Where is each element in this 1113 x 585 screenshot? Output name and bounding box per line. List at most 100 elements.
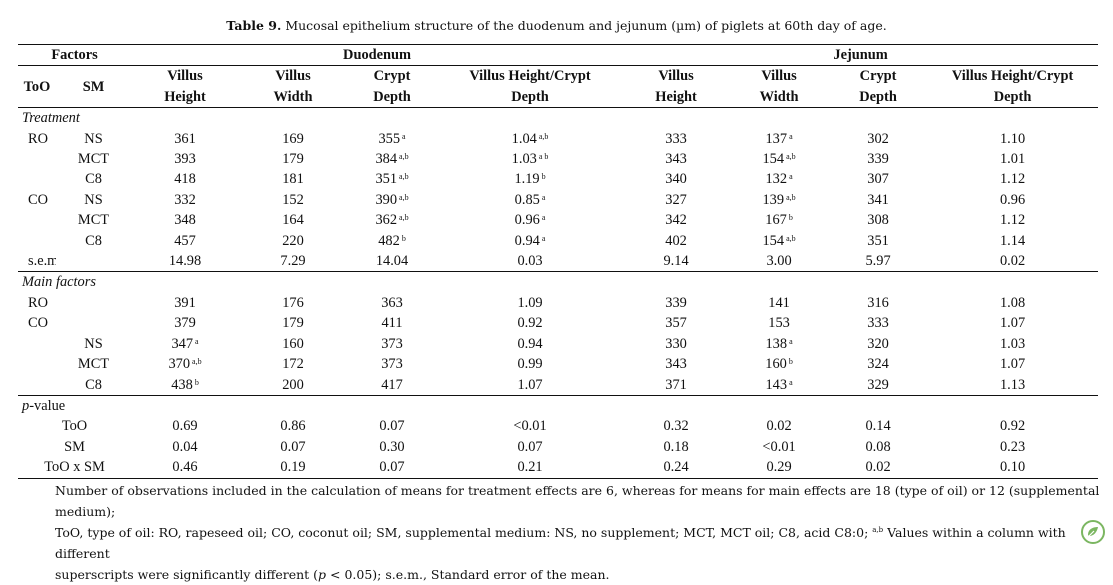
value-cell: 0.96 a (514, 212, 546, 229)
value-cell: 0.14 (865, 418, 891, 435)
value-cell: 0.24 (623, 457, 730, 479)
table-row: CO NS 332 152 390 a,b 0.85 a 327 139 a,b 341 0.96 (18, 190, 1098, 210)
sm-cell: C8 (85, 376, 102, 393)
value-cell: 0.07 (347, 457, 438, 479)
value-cell: 0.03 (517, 253, 543, 270)
value-cell: 1.14 (999, 232, 1026, 249)
value-cell: 371 (665, 376, 687, 393)
value-cell: 154 a,b (762, 232, 796, 249)
value-cell: 329 (867, 376, 889, 393)
col-header: Crypt (373, 68, 411, 85)
value-cell: 0.94 a (514, 232, 546, 249)
value-cell: 1.19 b (514, 171, 546, 188)
value-cell: 343 (665, 151, 687, 168)
sm-cell: MCT (77, 212, 110, 229)
note-line: ToO, type of oil: RO, rapeseed oil; CO, … (55, 525, 1066, 561)
publisher-logo-icon (1081, 520, 1105, 544)
pvalue-label-cell: SM (64, 438, 85, 455)
header-row-columns-1: ToO SM Villus Villus Crypt Villus Height… (18, 66, 1098, 94)
value-cell: 384 a,b (375, 151, 409, 168)
value-cell: 1.03 (999, 335, 1026, 352)
col-header: Width (273, 88, 313, 105)
data-table: Factors Duodenum Jejunum ToO SM Villus V… (18, 43, 1099, 479)
pvalue-label-cell: ToO x SM (18, 457, 132, 479)
value-cell: 0.23 (999, 438, 1026, 455)
value-cell: 370 a,b (168, 356, 202, 373)
sm-cell: MCT (77, 151, 110, 168)
too-cell: CO (28, 191, 48, 208)
value-cell: 0.96 (999, 191, 1026, 208)
too-cell (18, 231, 56, 251)
value-cell: 0.86 (280, 418, 306, 435)
value-cell: 1.10 (999, 130, 1026, 147)
value-cell: 0.32 (663, 418, 689, 435)
value-cell: 411 (381, 315, 403, 332)
too-cell: s.e.m (28, 253, 56, 270)
pvalue-label-cell: ToO (61, 418, 88, 435)
value-cell: 153 (768, 315, 790, 332)
value-cell: 339 (867, 151, 889, 168)
value-cell: 327 (665, 191, 687, 208)
col-header: Villus (275, 68, 311, 85)
col-header: Villus Height/Crypt (469, 68, 591, 85)
value-cell: 0.21 (437, 457, 624, 479)
value-cell: 1.12 (999, 212, 1026, 229)
sm-header: SM (82, 78, 105, 95)
table-row: s.e.m 14.98 7.29 14.04 0.03 9.14 3.00 5.97 0.02 (18, 251, 1098, 272)
value-cell: 0.99 (517, 356, 543, 373)
value-cell: 340 (665, 171, 687, 188)
too-header: ToO (23, 78, 51, 95)
table-row: C8 457 220 482 b 0.94 a 402 154 a,b 351 1.14 (18, 231, 1098, 251)
table-row: SM 0.04 0.07 0.30 0.07 0.18 <0.01 0.08 0.23 (18, 437, 1098, 457)
value-cell: <0.01 (513, 418, 547, 435)
value-cell: 482 b (378, 232, 406, 249)
too-cell (18, 334, 56, 354)
value-cell: 379 (174, 315, 196, 332)
value-cell: 138 a (765, 335, 793, 352)
table-row: CO 379 179 411 0.92 357 153 333 1.07 (18, 313, 1098, 333)
value-cell: 0.07 (379, 418, 405, 435)
too-cell: RO (28, 130, 48, 147)
value-cell: 1.04 a,b (511, 130, 549, 147)
value-cell: 169 (282, 130, 304, 147)
caption-text: Mucosal epithelium structure of the duod… (281, 18, 887, 33)
too-cell: RO (28, 294, 48, 311)
value-cell: 160 b (765, 356, 793, 373)
value-cell: 316 (867, 294, 889, 311)
col-header: Villus (658, 68, 694, 85)
value-cell: 308 (867, 212, 889, 229)
table-row: RO NS 361 169 355 a 1.04 a,b 333 137 a 302 1.10 (18, 129, 1098, 149)
table-row: ToO 0.69 0.86 0.07 <0.01 0.32 0.02 0.14 0.92 (18, 416, 1098, 436)
value-cell: 160 (282, 335, 304, 352)
table-row: NS 347 a 160 373 0.94 330 138 a 320 1.03 (18, 334, 1098, 354)
value-cell: 1.09 (517, 294, 543, 311)
too-cell (18, 149, 56, 169)
value-cell: 9.14 (663, 253, 689, 270)
value-cell: 179 (282, 315, 304, 332)
table-row: ToO x SM 0.46 0.19 0.07 0.21 0.24 0.29 0.02 0.10 (18, 457, 1099, 479)
value-cell: 7.29 (280, 253, 306, 270)
too-cell (18, 375, 56, 396)
value-cell: 418 (174, 171, 196, 188)
value-cell: 402 (665, 232, 687, 249)
value-cell: 0.07 (280, 438, 306, 455)
value-cell: 333 (665, 130, 687, 147)
value-cell: 330 (665, 335, 687, 352)
value-cell: 154 a,b (762, 151, 796, 168)
jejunum-header: Jejunum (623, 43, 1099, 67)
value-cell: 143 a (765, 376, 793, 393)
value-cell: 357 (665, 315, 687, 332)
value-cell: 220 (282, 232, 304, 249)
col-header: Height (164, 88, 206, 105)
value-cell: 179 (282, 151, 304, 168)
value-cell: 333 (867, 315, 889, 332)
col-header: Width (759, 88, 799, 105)
col-header: Villus (761, 68, 797, 85)
col-header: Depth (373, 88, 411, 105)
table-row: MCT 370 a,b 172 373 0.99 343 160 b 324 1.07 (18, 354, 1098, 374)
sm-cell: C8 (85, 232, 102, 249)
sm-cell: MCT (77, 356, 110, 373)
value-cell: 200 (282, 376, 304, 393)
value-cell: 0.18 (663, 438, 689, 455)
value-cell: 324 (867, 356, 889, 373)
